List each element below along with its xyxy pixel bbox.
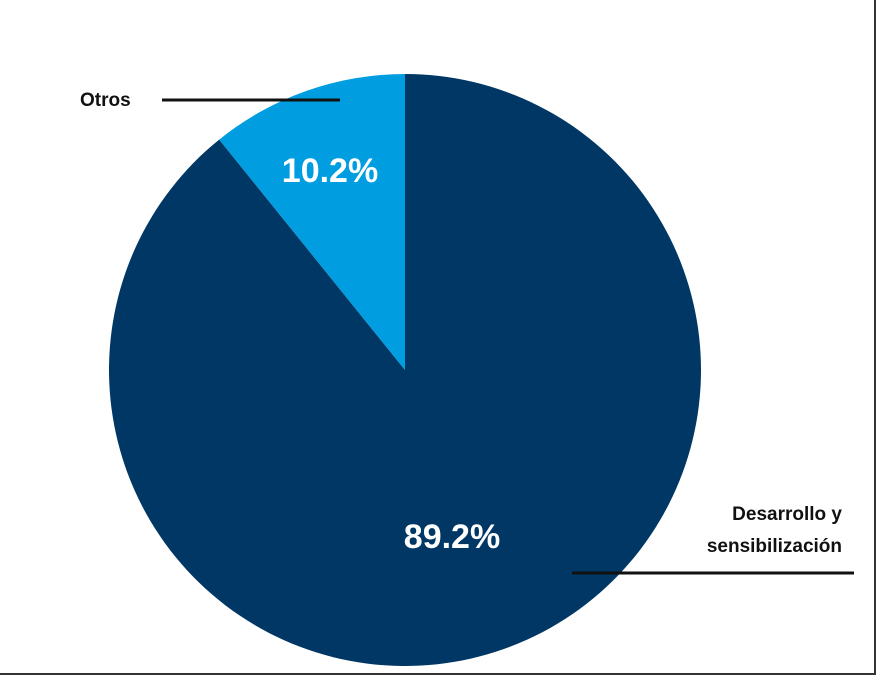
pie-slice-labels: 89.2% 10.2% — [282, 152, 500, 556]
slice-value-label: 89.2% — [404, 518, 500, 556]
callout-label: sensibilización — [707, 536, 842, 557]
pie-slices — [108, 74, 701, 666]
callout-label: Desarrollo y — [732, 504, 842, 525]
slice-value-label: 10.2% — [282, 152, 378, 190]
pie-callouts: Otros Desarrollo y sensibilización — [80, 90, 854, 575]
callout-label: Otros — [80, 90, 131, 111]
pie-slice-otros — [219, 74, 405, 370]
